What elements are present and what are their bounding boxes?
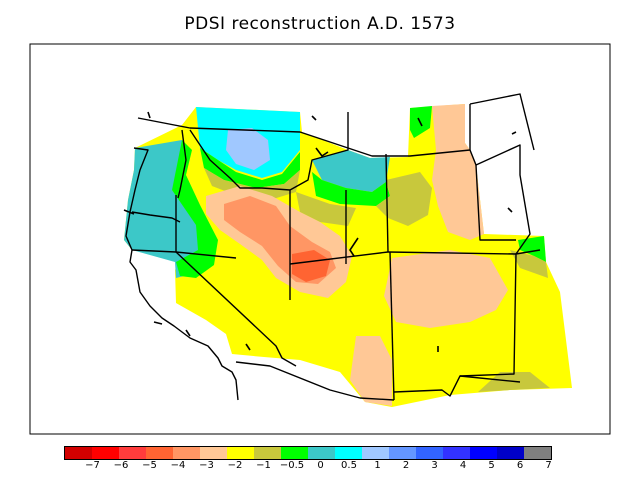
wet-patch-north-rim [200, 148, 300, 188]
legend-swatch [389, 447, 416, 459]
wet-rim-wyoming [312, 172, 390, 206]
legend-swatch [524, 447, 551, 459]
legend-swatch [362, 447, 389, 459]
wet-patch-pnw [124, 140, 210, 278]
legend-label: 0.5 [341, 460, 357, 471]
wet-patch-ne [410, 106, 432, 138]
legend-label: −6 [113, 460, 129, 471]
pdsi-map [29, 43, 611, 435]
legend-label: −7 [85, 460, 100, 471]
dry-four-corners [384, 250, 508, 328]
legend-label: 0 [317, 460, 324, 471]
legend-label: 5 [488, 460, 495, 471]
wet-patch-se-edge [518, 236, 546, 262]
lakes-and-islands [123, 111, 517, 352]
wet-patch-north-inner [226, 128, 270, 170]
legend-swatch [119, 447, 146, 459]
legend-label: −2 [227, 460, 243, 471]
legend-swatch [497, 447, 524, 459]
map-title: PDSI reconstruction A.D. 1573 [184, 14, 456, 34]
legend-swatch [470, 447, 497, 459]
legend-label: 7 [545, 460, 552, 471]
legend-label: 6 [516, 460, 524, 471]
legend-swatch [254, 447, 281, 459]
legend-swatch [281, 447, 308, 459]
legend-label: 4 [459, 460, 467, 471]
legend-swatch [416, 447, 443, 459]
legend-swatch [200, 447, 227, 459]
legend-label: 2 [402, 460, 410, 471]
legend-swatch [65, 447, 92, 459]
legend-label: −5 [142, 460, 157, 471]
dry-high-plains [432, 104, 484, 240]
mild-wyoming [376, 172, 432, 226]
legend-label: −1 [256, 460, 271, 471]
legend-bar [64, 446, 552, 460]
legend-swatch [308, 447, 335, 459]
legend-swatch [173, 447, 200, 459]
state-borders [125, 93, 541, 401]
mild-se-edge [510, 250, 548, 278]
legend-swatch [335, 447, 362, 459]
legend-label: −3 [199, 460, 214, 471]
legend-swatch [443, 447, 470, 459]
dry-utah-core [292, 250, 330, 282]
legend-label: −0.5 [279, 460, 305, 471]
legend-swatch [146, 447, 173, 459]
legend-labels: −7 −6 −5 −4 −3 −2 −1 −0.5 0 0.5 1 2 3 4 5 6 7 [64, 460, 577, 474]
legend-swatch [227, 447, 254, 459]
legend-label: 1 [374, 460, 381, 471]
legend-label: −4 [170, 460, 186, 471]
dry-southwest [350, 336, 392, 406]
wet-patch-wyoming [312, 150, 390, 192]
legend-swatch [92, 447, 119, 459]
legend-label: 3 [431, 460, 438, 471]
